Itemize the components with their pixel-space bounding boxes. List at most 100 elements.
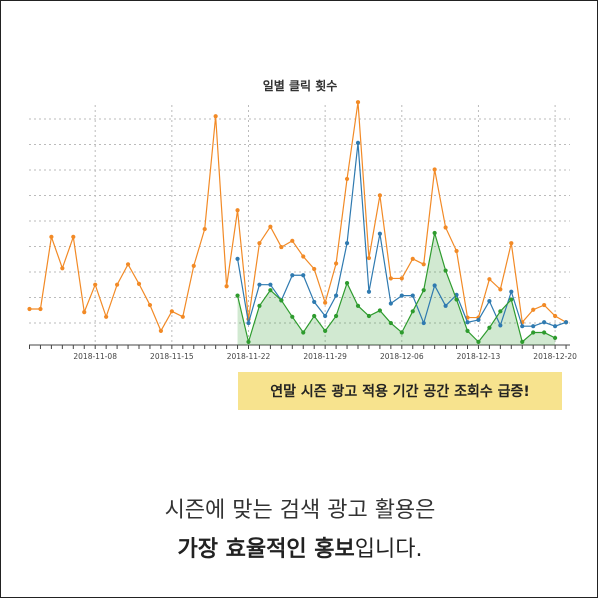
data-point: [82, 310, 87, 315]
data-point: [38, 306, 43, 312]
x-tick-label: 2018-11-22: [227, 352, 271, 361]
data-point: [531, 324, 536, 329]
series-line-1: [29, 102, 567, 333]
data-point: [323, 328, 328, 333]
data-point: [509, 297, 514, 302]
data-point: [71, 234, 76, 239]
data-point: [531, 307, 536, 312]
series-line-3: [236, 232, 556, 345]
data-point: [410, 293, 415, 298]
data-point: [301, 273, 306, 278]
data-point: [104, 314, 109, 319]
data-point: [344, 176, 350, 182]
chart-title: 일별 클릭 횟수: [262, 79, 338, 93]
data-point: [443, 303, 448, 308]
data-point: [60, 266, 65, 271]
data-point: [290, 273, 295, 278]
data-point: [520, 324, 525, 329]
green-area-fill: [237, 232, 556, 345]
data-point: [531, 330, 536, 335]
data-point: [180, 314, 185, 319]
data-point: [136, 281, 142, 286]
data-point: [268, 282, 273, 287]
data-point: [498, 323, 503, 328]
data-point: [235, 256, 240, 261]
data-point: [257, 282, 262, 287]
data-point: [235, 293, 240, 298]
data-point: [410, 309, 415, 314]
data-point: [399, 293, 404, 298]
data-point: [443, 225, 448, 230]
data-point: [487, 325, 492, 330]
data-point: [520, 339, 525, 344]
data-point: [542, 330, 547, 335]
data-point: [509, 289, 514, 294]
data-point: [279, 244, 284, 250]
data-point: [388, 320, 393, 326]
data-point: [344, 281, 350, 286]
data-point: [334, 313, 339, 319]
data-point: [323, 313, 328, 319]
data-point: [487, 277, 492, 282]
data-point: [443, 268, 448, 273]
data-point: [246, 320, 251, 326]
data-point: [377, 231, 382, 236]
data-point: [377, 308, 382, 313]
x-tick-label: 2018-11-08: [73, 352, 117, 361]
data-point: [542, 302, 547, 308]
data-point: [323, 300, 328, 305]
data-point: [49, 234, 54, 239]
data-point: [268, 224, 273, 229]
data-point: [509, 241, 514, 246]
data-point: [366, 289, 372, 294]
data-point: [465, 328, 470, 333]
caption-line-1: 시즌에 맞는 검색 광고 활용은: [164, 498, 436, 523]
caption-emphasis: 가장 효율적인 홍보: [177, 537, 355, 562]
data-point: [553, 324, 558, 329]
data-point: [290, 314, 295, 319]
data-point: [158, 328, 163, 333]
data-point: [301, 254, 306, 259]
data-point: [279, 298, 284, 303]
data-point: [202, 226, 207, 232]
data-point: [355, 100, 361, 105]
data-point: [421, 262, 426, 267]
data-point: [498, 287, 503, 292]
x-tick-label: 2018-12-20: [533, 352, 577, 361]
data-point: [399, 276, 404, 281]
data-point: [498, 309, 503, 314]
data-point: [224, 284, 229, 289]
data-point: [235, 208, 240, 213]
data-point: [191, 263, 196, 268]
x-tick-label: 2018-11-29: [303, 352, 347, 361]
data-point: [115, 282, 120, 287]
data-point: [388, 301, 393, 306]
data-point: [312, 313, 317, 319]
data-point: [388, 276, 393, 281]
data-point: [125, 262, 131, 267]
data-point: [366, 255, 372, 261]
data-point: [257, 303, 262, 308]
caption-line-2: 가장 효율적인 홍보입니다.: [0, 531, 600, 563]
data-point: [377, 193, 382, 198]
data-point: [421, 320, 426, 326]
data-point: [476, 339, 481, 344]
x-tick-label: 2018-12-13: [457, 352, 501, 361]
data-point: [366, 313, 372, 319]
data-point: [334, 261, 339, 266]
data-point: [246, 339, 251, 344]
data-point: [213, 114, 218, 119]
data-point: [355, 303, 361, 308]
data-point: [410, 256, 415, 261]
data-point: [312, 266, 317, 272]
data-point: [454, 297, 459, 302]
data-point: [27, 306, 32, 312]
data-point: [465, 320, 470, 325]
data-point: [432, 283, 437, 288]
data-point: [93, 282, 98, 287]
data-point: [399, 330, 404, 335]
data-point: [487, 299, 492, 304]
data-point: [334, 293, 339, 298]
